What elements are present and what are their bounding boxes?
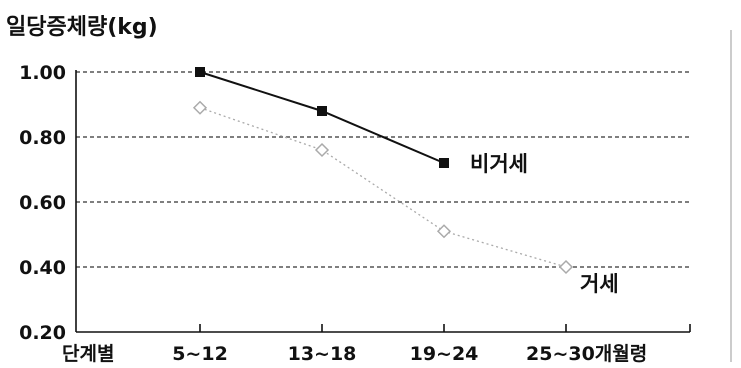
data-point <box>558 259 574 275</box>
x-tick-label: 19~24 <box>410 343 479 365</box>
x-tick-label: 5~12 <box>172 343 228 365</box>
series-uncastrated: 비거세 <box>195 67 528 176</box>
gridlines <box>76 71 690 268</box>
x-tick-labels: 단계별 5~12 13~18 19~24 25~30개월령 <box>62 343 647 365</box>
series-label: 비거세 <box>470 152 528 176</box>
y-tick-label: 0.40 <box>19 257 66 279</box>
y-tick-label: 0.80 <box>19 127 66 149</box>
axes <box>75 70 691 333</box>
y-tick-labels: 0.20 0.40 0.60 0.80 1.00 <box>19 62 66 344</box>
data-point <box>314 142 330 158</box>
data-point <box>195 67 205 77</box>
data-point <box>439 158 449 168</box>
data-point <box>317 106 327 116</box>
y-tick-label: 1.00 <box>19 62 66 84</box>
series-castrated: 거세 <box>192 100 619 296</box>
y-tick-label: 0.20 <box>19 322 66 344</box>
x-tick-label: 25~30개월령 <box>526 343 647 365</box>
x-axis-lead-label: 단계별 <box>62 343 114 365</box>
y-tick-label: 0.60 <box>19 192 66 214</box>
y-axis-title: 일당증체량(kg) <box>6 15 158 40</box>
series-line <box>199 107 567 268</box>
data-point <box>436 224 452 239</box>
data-point <box>192 100 208 115</box>
series-label: 거세 <box>580 272 619 296</box>
x-tick-label: 13~18 <box>288 343 357 365</box>
